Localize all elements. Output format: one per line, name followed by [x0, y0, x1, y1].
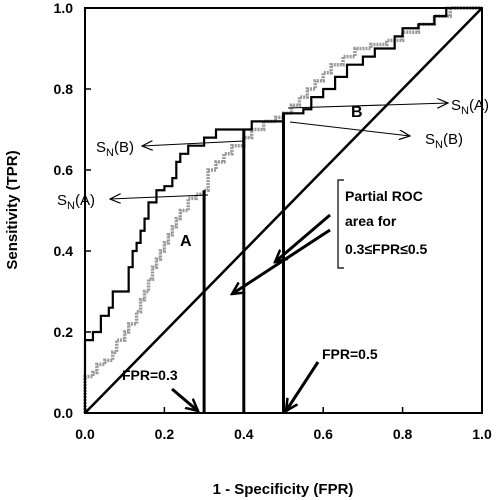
y-tick-label-1: 0.2	[54, 324, 74, 340]
roc-curve-a	[83, 6, 482, 413]
partial-roc-line2: area for	[345, 213, 397, 229]
fpr-03-arrow	[171, 387, 198, 411]
curve-a-label: A	[180, 233, 192, 250]
partial-roc-line1: Partial ROC	[345, 188, 423, 204]
sn-a-right-arrow	[287, 103, 448, 109]
sn-a-left-paren: (A)	[75, 192, 95, 209]
y-tick-label-2: 0.4	[54, 243, 74, 259]
partial-arrow-upper	[275, 213, 331, 262]
fpr-05-label: FPR=0.5	[322, 346, 378, 362]
series-layer	[83, 6, 482, 413]
x-tick-label-0: 0.0	[75, 426, 95, 442]
x-tick-label-4: 0.8	[393, 426, 413, 442]
fpr-05-arrow	[286, 361, 320, 411]
x-tick-label-3: 0.6	[313, 426, 333, 442]
sn-a-right-s: S	[451, 97, 461, 114]
annotation-arrows	[110, 103, 448, 411]
sn-b-right-label: SN(B)	[425, 131, 463, 151]
y-tick-label-4: 0.8	[54, 81, 74, 97]
sn-a-left-label: SN(A)	[57, 192, 95, 212]
roc-curve-b	[83, 6, 482, 413]
sn-b-left-s: S	[96, 139, 106, 156]
y-tick-label-5: 1.0	[54, 0, 74, 16]
sn-b-right-sub: N	[435, 139, 443, 151]
partial-arrow-lower	[232, 228, 331, 294]
y-axis-title: Sensitivity (TPR)	[4, 150, 21, 269]
x-tick-label-1: 0.2	[155, 426, 175, 442]
x-tick-label-5: 1.0	[472, 426, 492, 442]
x-axis-title: 1 - Specificity (FPR)	[213, 481, 354, 498]
sn-a-right-paren: (A)	[469, 97, 489, 114]
y-tick-label-3: 0.6	[54, 162, 74, 178]
sn-b-right-paren: (B)	[443, 131, 463, 148]
x-tick-label-2: 0.4	[234, 426, 254, 442]
curve-b-label: B	[351, 104, 363, 121]
sn-b-left-label: SN(B)	[96, 139, 134, 159]
axis-tick-labels: 0.0 0.2 0.4 0.6 0.8 1.0 0.0 0.2 0.4 0.6 0.8 1.0	[54, 0, 492, 442]
sn-a-right-label: SN(A)	[451, 97, 489, 117]
sn-a-left-sub: N	[67, 200, 75, 212]
fpr-03-label: FPR=0.3	[122, 367, 178, 383]
sn-a-left-s: S	[57, 192, 67, 209]
sn-b-left-sub: N	[106, 147, 114, 159]
sn-b-right-s: S	[425, 131, 435, 148]
partial-roc-bracket	[337, 179, 344, 269]
sn-b-left-arrow	[142, 141, 245, 146]
sn-b-right-arrow	[289, 121, 410, 136]
partial-roc-line3: 0.3≤FPR≤0.5	[345, 241, 428, 257]
sn-a-right-sub: N	[461, 105, 469, 117]
y-tick-label-0: 0.0	[54, 405, 74, 421]
sn-b-left-paren: (B)	[114, 139, 134, 156]
sn-a-left-arrow	[110, 195, 209, 199]
fpr-vertical-lines	[202, 113, 285, 413]
